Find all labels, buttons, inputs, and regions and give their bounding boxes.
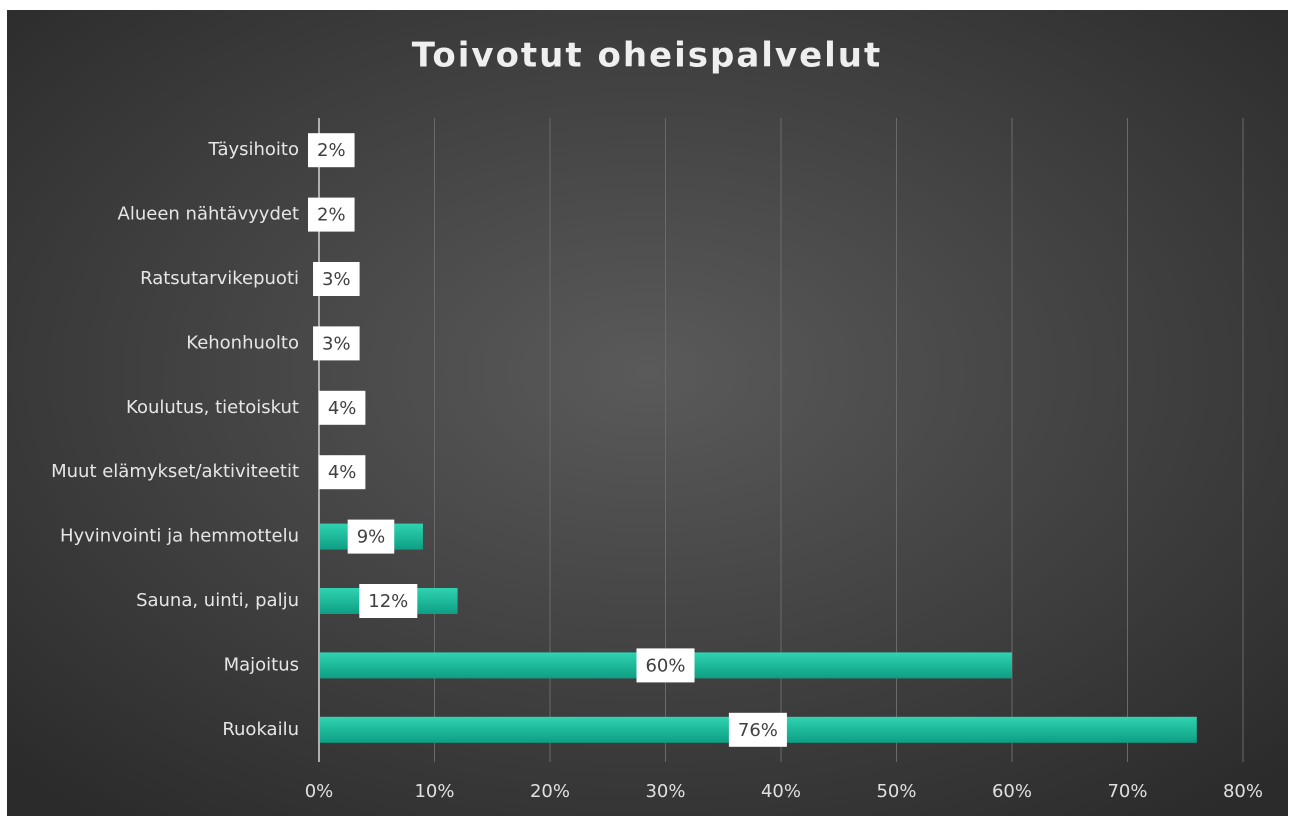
- value-label: 60%: [645, 655, 685, 676]
- chart-title: Toivotut oheispalvelut: [412, 36, 883, 76]
- x-tick-label: 50%: [876, 781, 916, 802]
- y-tick-label: Sauna, uinti, palju: [136, 590, 299, 611]
- value-label-box: [313, 326, 360, 361]
- value-label: 76%: [738, 720, 778, 741]
- x-tick-label: 10%: [414, 781, 454, 802]
- value-label: 2%: [317, 140, 346, 161]
- y-tick-label: Ratsutarvikepuoti: [140, 268, 299, 289]
- x-tick-label: 30%: [645, 781, 685, 802]
- y-tick-label: Ruokailu: [222, 719, 299, 740]
- value-label: 9%: [357, 527, 386, 548]
- y-tick-label: Täysihoito: [208, 139, 299, 160]
- y-tick-label: Kehonhuolto: [186, 332, 299, 353]
- value-label-box: [318, 455, 366, 490]
- y-tick-label: Koulutus, tietoiskut: [126, 397, 299, 418]
- x-tick-label: 60%: [992, 781, 1032, 802]
- value-label-box: [308, 197, 355, 232]
- y-tick-label: Muut elämykset/aktiviteetit: [51, 461, 299, 482]
- x-tick-label: 40%: [761, 781, 801, 802]
- value-label-box: [636, 648, 695, 683]
- value-label: 12%: [368, 591, 408, 612]
- value-label-box: [728, 712, 787, 747]
- value-label: 3%: [322, 269, 351, 290]
- y-tick-label: Majoitus: [224, 654, 299, 675]
- value-label-box: [318, 390, 366, 425]
- x-tick-label: 0%: [305, 781, 334, 802]
- value-label: 4%: [328, 398, 357, 419]
- y-tick-label: Hyvinvointi ja hemmottelu: [60, 526, 299, 547]
- value-label-box: [313, 262, 360, 296]
- value-label: 2%: [317, 205, 346, 226]
- y-tick-label: Alueen nähtävyydet: [118, 204, 299, 225]
- value-label: 4%: [328, 462, 357, 483]
- value-label-box: [359, 584, 418, 618]
- x-tick-label: 80%: [1223, 781, 1263, 802]
- value-label-box: [347, 519, 395, 554]
- x-tick-label: 70%: [1107, 781, 1147, 802]
- value-label-box: [308, 133, 355, 168]
- value-label: 3%: [322, 333, 351, 354]
- x-tick-label: 20%: [530, 781, 570, 802]
